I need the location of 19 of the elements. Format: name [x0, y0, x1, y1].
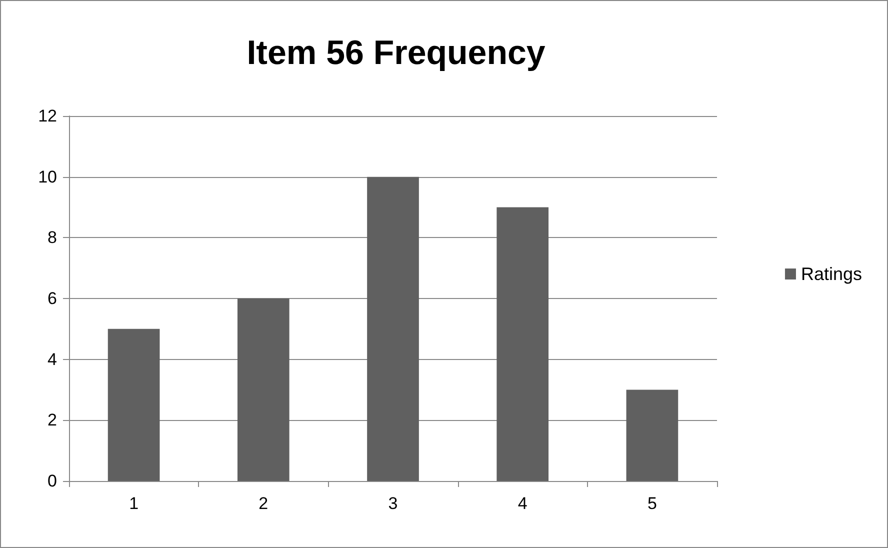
bar	[237, 298, 290, 481]
y-tick-label: 2	[48, 410, 57, 430]
x-tick-label: 4	[518, 494, 528, 513]
x-tick-label: 1	[129, 494, 139, 513]
x-tick-label: 3	[388, 494, 398, 513]
y-tick-label: 6	[48, 289, 57, 308]
bar	[108, 328, 160, 481]
bar	[367, 176, 419, 481]
y-tick-label: 4	[48, 350, 57, 369]
legend-label: Ratings	[800, 264, 862, 284]
y-tick-label: 8	[48, 228, 57, 248]
x-tick-label: 2	[258, 494, 268, 513]
y-tick-label: 12	[38, 106, 57, 126]
bar	[626, 390, 678, 481]
bar	[496, 207, 549, 481]
y-tick-label: 10	[38, 167, 57, 186]
x-tick-label: 5	[647, 494, 657, 513]
chart-title: Item 56 Frequency	[246, 34, 546, 72]
y-tick-label: 0	[48, 472, 57, 490]
